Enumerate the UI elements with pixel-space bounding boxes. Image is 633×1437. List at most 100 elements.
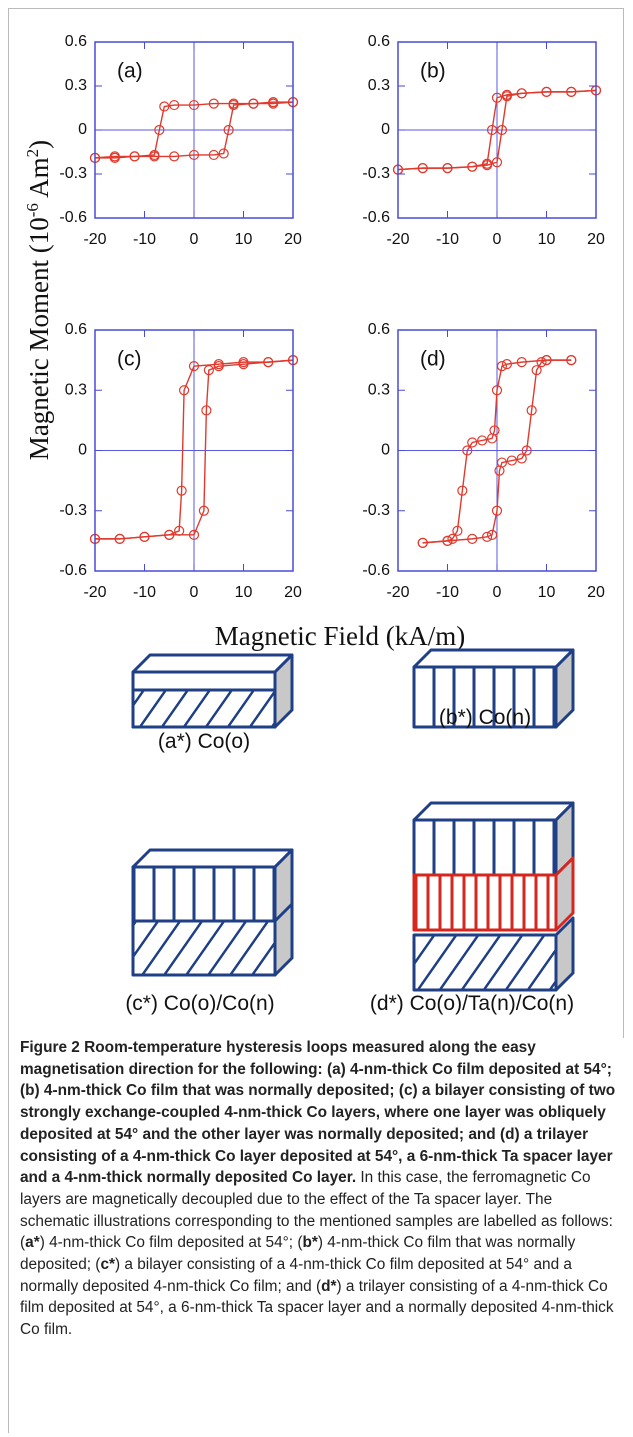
data-point xyxy=(208,98,219,109)
panel-label: (d) xyxy=(420,348,446,371)
caption-segment: b* xyxy=(302,1234,318,1252)
data-point xyxy=(198,505,209,516)
data-point xyxy=(496,361,508,372)
x-tick-label: -20 xyxy=(386,231,409,248)
data-point xyxy=(139,531,150,542)
data-point xyxy=(159,101,170,112)
y-tick-label: 0.3 xyxy=(368,381,390,398)
schematic-d xyxy=(412,801,575,992)
y-tick-label: 0 xyxy=(78,442,87,459)
schematic-b xyxy=(412,648,575,729)
data-point xyxy=(114,533,125,544)
data-point xyxy=(188,529,200,540)
data-point xyxy=(188,99,200,111)
x-axis-label: Magnetic Field (kA/m) xyxy=(215,621,465,651)
x-tick-label: -10 xyxy=(133,584,156,601)
data-point xyxy=(417,163,428,174)
caption-segment: In this case, the ferromagnetic Co layer… xyxy=(20,1169,613,1252)
y-tick-label: 0.6 xyxy=(65,33,87,50)
data-point xyxy=(486,433,498,444)
y-tick-label: 0.3 xyxy=(65,77,87,94)
data-point xyxy=(201,405,212,416)
data-point xyxy=(482,160,493,171)
y-tick-label: 0 xyxy=(381,121,390,138)
x-tick-label: -10 xyxy=(133,231,156,248)
data-point xyxy=(447,533,458,544)
y-axis-label-part: Am xyxy=(24,157,54,203)
data-point xyxy=(268,98,279,109)
caption-title: Room-temperature hysteresis loops measur… xyxy=(20,1039,616,1187)
schematic-c xyxy=(131,848,294,977)
data-point xyxy=(501,359,512,370)
plot: -20 -10 0 10 20 -0.6 -0.3 0 0.3 0.6 (b) xyxy=(362,33,605,248)
caption-segment: ) a bilayer consisting of a 4-nm-thick C… xyxy=(20,1256,572,1295)
data-point xyxy=(169,151,180,162)
data-point xyxy=(109,152,120,163)
data-point xyxy=(516,453,527,464)
panel-label: (b) xyxy=(420,60,446,83)
data-point xyxy=(129,151,140,162)
panel-label: (c) xyxy=(117,348,142,371)
caption-segment: c* xyxy=(100,1256,115,1274)
y-tick-label: -0.3 xyxy=(362,165,390,182)
y-tick-label: -0.6 xyxy=(59,562,87,579)
figure-caption: Figure 2 Room-temperature hysteresis loo… xyxy=(20,1037,618,1341)
x-tick-label: -10 xyxy=(436,584,459,601)
data-point xyxy=(467,161,478,172)
x-tick-label: -10 xyxy=(436,231,459,248)
x-tick-label: 0 xyxy=(190,231,199,248)
data-point xyxy=(188,149,200,161)
data-point xyxy=(486,124,498,136)
data-point xyxy=(154,124,165,136)
data-point xyxy=(506,455,517,466)
data-point xyxy=(203,365,214,376)
caption-segment: ) 4-nm-thick Co film deposited at 54°; ( xyxy=(39,1234,303,1252)
x-tick-label: -20 xyxy=(386,584,409,601)
data-point xyxy=(516,357,527,368)
x-tick-label: 10 xyxy=(235,231,253,248)
data-point xyxy=(179,385,190,396)
x-tick-label: 0 xyxy=(493,584,502,601)
caption-segment: a* xyxy=(25,1234,40,1252)
y-tick-label: 0 xyxy=(78,121,87,138)
data-point xyxy=(442,535,453,546)
data-point xyxy=(457,485,468,496)
data-point xyxy=(467,437,478,448)
data-point xyxy=(169,99,180,111)
y-tick-label: 0.6 xyxy=(368,321,390,338)
data-point xyxy=(491,505,503,516)
y-tick-label: -0.3 xyxy=(362,502,390,519)
plot: -20 -10 0 10 20 -0.6 -0.3 0 0.3 0.6 (a) xyxy=(59,33,302,248)
data-point xyxy=(149,151,160,162)
data-point xyxy=(208,149,219,161)
data-point xyxy=(223,124,234,136)
caption-segment: ) a trilayer consisting of a 4-nm-thick … xyxy=(20,1277,614,1339)
data-point xyxy=(164,529,175,540)
data-point xyxy=(496,457,508,468)
data-point xyxy=(491,385,503,396)
data-point xyxy=(526,405,537,416)
data-point xyxy=(417,537,428,548)
data-point xyxy=(541,355,552,366)
data-point xyxy=(491,157,503,168)
data-point xyxy=(213,361,224,372)
data-point xyxy=(188,361,200,372)
data-point xyxy=(531,365,542,376)
data-point xyxy=(491,92,503,103)
y-tick-label: -0.6 xyxy=(362,562,390,579)
y-axis-label-part: 2 xyxy=(23,149,42,158)
x-tick-label: 0 xyxy=(190,584,199,601)
data-point xyxy=(477,435,488,446)
schematic-label: (b*) Co(n) xyxy=(439,706,531,729)
data-point xyxy=(566,355,577,366)
y-tick-label: -0.3 xyxy=(59,165,87,182)
data-point xyxy=(541,86,552,97)
data-point xyxy=(248,98,259,109)
caption-segment: ) 4-nm-thick Co film that was normally d… xyxy=(20,1234,576,1274)
data-point xyxy=(496,124,508,136)
data-point xyxy=(467,533,478,544)
data-point xyxy=(536,357,547,368)
data-point xyxy=(462,445,473,456)
data-point xyxy=(521,445,532,456)
